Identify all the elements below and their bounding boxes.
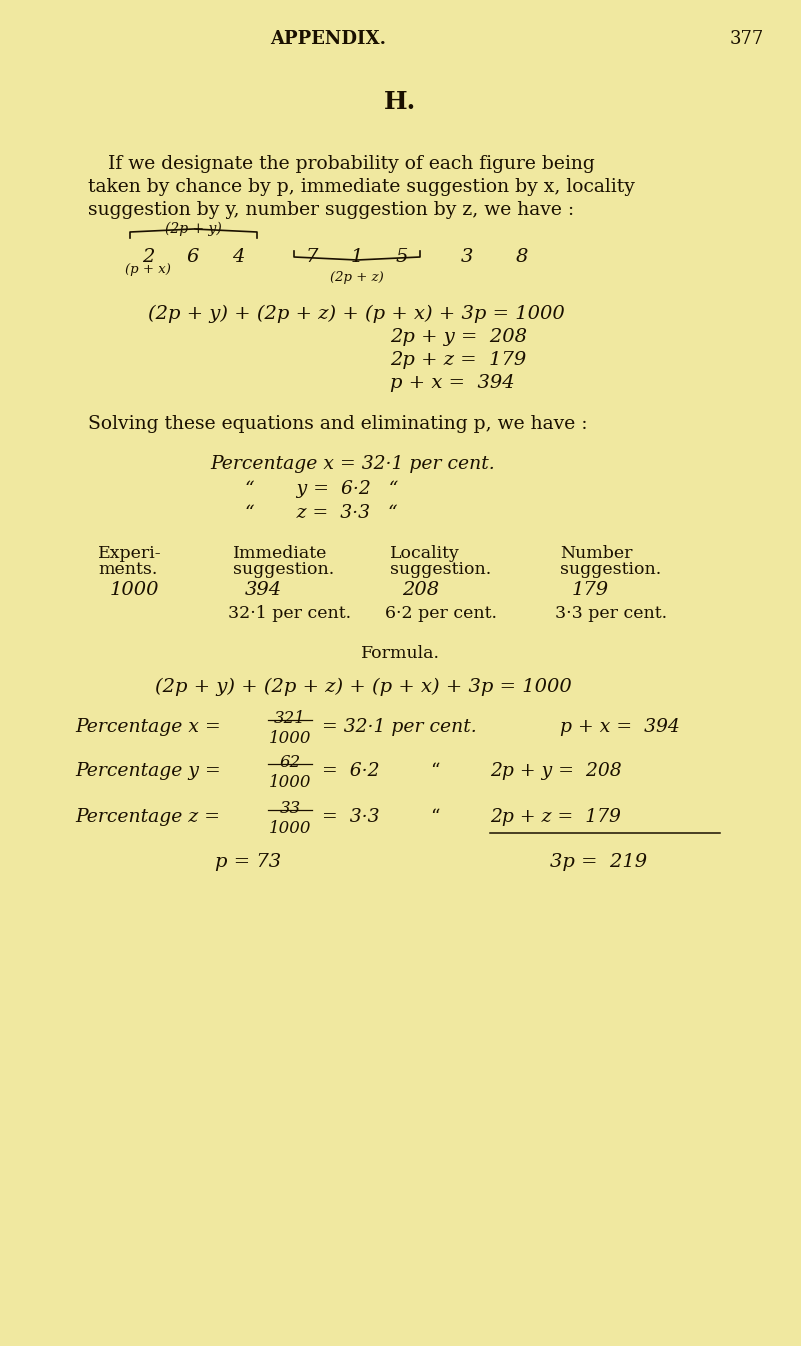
Text: (2p + y): (2p + y) <box>165 222 221 237</box>
Text: Percentage y =: Percentage y = <box>75 762 221 779</box>
Text: 5: 5 <box>396 248 409 267</box>
Text: “: “ <box>430 762 440 779</box>
Text: 1000: 1000 <box>269 730 312 747</box>
Text: Locality: Locality <box>390 545 460 563</box>
Text: 33: 33 <box>280 800 300 817</box>
Text: 1: 1 <box>351 248 363 267</box>
Text: “       y =  6·2   “: “ y = 6·2 “ <box>245 481 398 498</box>
Text: 2: 2 <box>142 248 154 267</box>
Text: suggestion by y, number suggestion by z, we have :: suggestion by y, number suggestion by z,… <box>88 201 574 219</box>
Text: APPENDIX.: APPENDIX. <box>270 30 386 48</box>
Text: 1000: 1000 <box>269 774 312 791</box>
Text: =  3·3: = 3·3 <box>322 808 380 826</box>
Text: (2p + z): (2p + z) <box>330 271 384 284</box>
Text: Experi-: Experi- <box>98 545 162 563</box>
Text: p = 73: p = 73 <box>215 853 281 871</box>
Text: If we designate the probability of each figure being: If we designate the probability of each … <box>108 155 595 174</box>
Text: 1000: 1000 <box>110 581 159 599</box>
Text: 4: 4 <box>231 248 244 267</box>
Text: 321: 321 <box>274 709 306 727</box>
Text: 377: 377 <box>730 30 764 48</box>
Text: 62: 62 <box>280 754 300 771</box>
Text: Solving these equations and eliminating p, we have :: Solving these equations and eliminating … <box>88 415 587 433</box>
Text: suggestion.: suggestion. <box>233 561 334 577</box>
Text: 179: 179 <box>572 581 609 599</box>
Text: (2p + y) + (2p + z) + (p + x) + 3p = 1000: (2p + y) + (2p + z) + (p + x) + 3p = 100… <box>148 306 565 323</box>
Text: 2p + y =  208: 2p + y = 208 <box>490 762 622 779</box>
Text: taken by chance by p, immediate suggestion by x, locality: taken by chance by p, immediate suggesti… <box>88 178 635 197</box>
Text: H.: H. <box>384 90 417 114</box>
Text: “       z =  3·3   “: “ z = 3·3 “ <box>245 503 397 522</box>
Text: Percentage z =: Percentage z = <box>75 808 220 826</box>
Text: 208: 208 <box>402 581 439 599</box>
Text: 2p + z =  179: 2p + z = 179 <box>390 351 526 369</box>
Text: suggestion.: suggestion. <box>390 561 491 577</box>
Text: suggestion.: suggestion. <box>560 561 662 577</box>
Text: “: “ <box>430 808 440 826</box>
Text: (2p + y) + (2p + z) + (p + x) + 3p = 1000: (2p + y) + (2p + z) + (p + x) + 3p = 100… <box>155 678 572 696</box>
Text: = 32·1 per cent.: = 32·1 per cent. <box>322 717 477 736</box>
Text: 32·1 per cent.: 32·1 per cent. <box>228 604 351 622</box>
Text: Immediate: Immediate <box>233 545 328 563</box>
Text: 3p =  219: 3p = 219 <box>550 853 647 871</box>
Text: 2p + z =  179: 2p + z = 179 <box>490 808 621 826</box>
Text: p + x =  394: p + x = 394 <box>390 374 514 392</box>
Text: 3·3 per cent.: 3·3 per cent. <box>555 604 667 622</box>
Text: Percentage x =: Percentage x = <box>75 717 221 736</box>
Text: 1000: 1000 <box>269 820 312 837</box>
Text: Number: Number <box>560 545 633 563</box>
Text: 6·2 per cent.: 6·2 per cent. <box>385 604 497 622</box>
Text: Formula.: Formula. <box>360 645 440 662</box>
Text: 7: 7 <box>306 248 318 267</box>
Text: Percentage x = 32·1 per cent.: Percentage x = 32·1 per cent. <box>210 455 495 472</box>
Text: 3: 3 <box>461 248 473 267</box>
Text: 394: 394 <box>245 581 282 599</box>
Text: 2p + y =  208: 2p + y = 208 <box>390 328 527 346</box>
Text: 6: 6 <box>187 248 199 267</box>
Text: ments.: ments. <box>98 561 157 577</box>
Text: (p + x): (p + x) <box>125 262 171 276</box>
Text: =  6·2: = 6·2 <box>322 762 380 779</box>
Text: 8: 8 <box>516 248 528 267</box>
Text: p + x =  394: p + x = 394 <box>560 717 680 736</box>
